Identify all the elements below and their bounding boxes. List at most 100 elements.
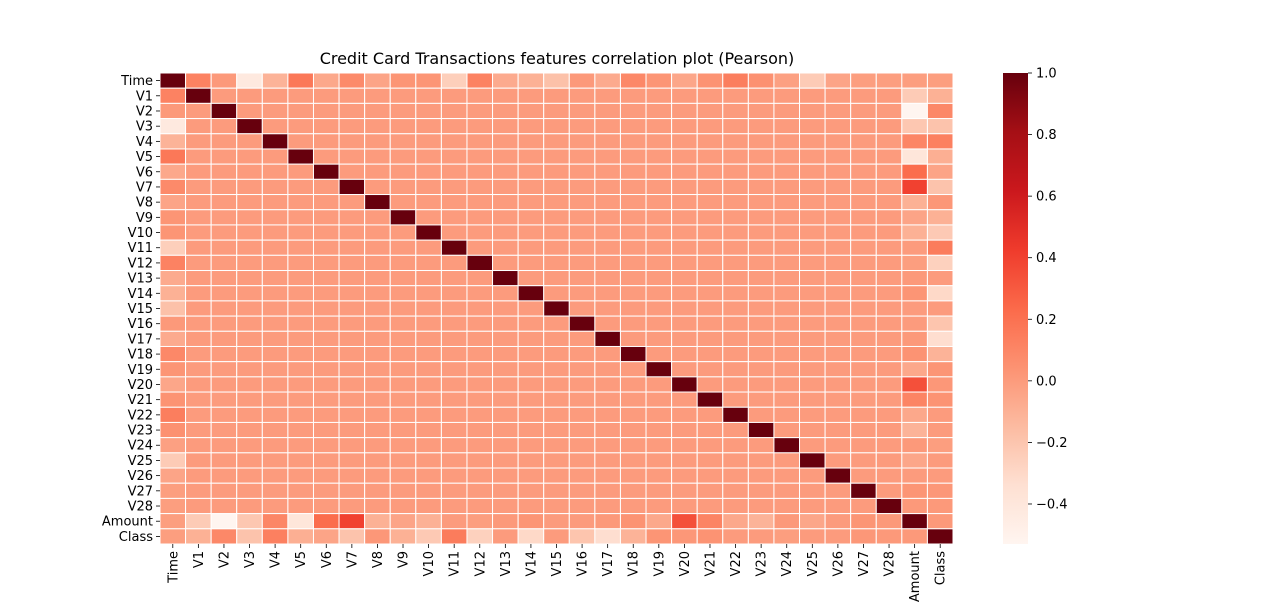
heatmap-cell: [312, 163, 340, 180]
heatmap-cell: [747, 270, 775, 287]
heatmap-cell: [415, 528, 442, 545]
heatmap-cell: [517, 300, 545, 317]
heatmap-cell: [338, 194, 366, 211]
heatmap-cell: [799, 482, 826, 499]
heatmap-cell: [440, 497, 468, 515]
heatmap-cell: [543, 87, 570, 104]
heatmap-cell: [466, 270, 494, 287]
heatmap-cell: [926, 300, 954, 317]
heatmap-cell: [415, 437, 442, 454]
heatmap-cell: [696, 254, 724, 272]
heatmap-cell: [261, 497, 289, 515]
heatmap-cell: [364, 497, 391, 515]
heatmap-cell: [389, 270, 417, 287]
heatmap-cell: [568, 270, 596, 287]
y-axis-tick-label: V11: [128, 241, 153, 256]
heatmap-cell: [722, 330, 749, 347]
heatmap-cell: [875, 376, 903, 393]
heatmap-cell: [901, 209, 928, 226]
heatmap-cell: [415, 209, 442, 226]
heatmap-cell: [850, 513, 877, 530]
y-axis-tick-label: V14: [128, 287, 153, 302]
heatmap-cell: [850, 528, 877, 545]
heatmap-cell: [901, 452, 928, 469]
heatmap-cell: [287, 497, 314, 515]
heatmap-cell: [159, 406, 187, 423]
heatmap-cell: [671, 513, 698, 530]
heatmap-cell: [824, 270, 852, 287]
heatmap-cell: [722, 315, 749, 332]
heatmap-cell: [671, 224, 698, 241]
heatmap-cell: [696, 482, 724, 499]
heatmap-cell: [466, 163, 494, 180]
heatmap-cell: [824, 391, 852, 408]
heatmap-cell: [543, 148, 570, 165]
heatmap-cell: [722, 497, 749, 515]
heatmap-cell: [389, 178, 417, 196]
heatmap-cell: [850, 102, 877, 120]
heatmap-cell: [824, 163, 852, 180]
y-axis-tick-label: V6: [136, 165, 153, 180]
heatmap-cell: [338, 133, 366, 150]
heatmap-cell: [287, 133, 314, 150]
heatmap-cell: [287, 178, 314, 196]
heatmap-cell: [210, 178, 238, 196]
heatmap-cell: [696, 209, 724, 226]
heatmap-cell: [696, 376, 724, 393]
heatmap-cell: [875, 513, 903, 530]
heatmap-cell: [287, 194, 314, 211]
heatmap-cell: [619, 437, 647, 454]
heatmap-cell: [338, 148, 366, 165]
heatmap-cell: [185, 133, 212, 150]
heatmap-cell: [236, 345, 263, 363]
x-axis-tick-label: V21: [703, 551, 718, 576]
heatmap-cell: [236, 87, 263, 104]
heatmap-cell: [773, 285, 801, 302]
heatmap-cell: [594, 87, 621, 104]
heatmap-cell: [287, 148, 314, 165]
heatmap-cell: [543, 239, 570, 256]
heatmap-cell: [338, 376, 366, 393]
heatmap-cell: [312, 270, 340, 287]
heatmap-cell: [261, 133, 289, 150]
heatmap-cell: [338, 497, 366, 515]
heatmap-cell: [773, 528, 801, 545]
heatmap-cell: [159, 224, 187, 241]
heatmap-cell: [159, 391, 187, 408]
heatmap-cell: [236, 102, 263, 120]
heatmap-cell: [389, 102, 417, 120]
heatmap-cell: [185, 391, 212, 408]
heatmap-cell: [236, 376, 263, 393]
heatmap-cell: [747, 528, 775, 545]
x-axis-tick-label: V3: [243, 551, 258, 568]
heatmap-cell: [747, 254, 775, 272]
heatmap-cell: [440, 437, 468, 454]
heatmap-cell: [185, 528, 212, 545]
heatmap-cell: [799, 513, 826, 530]
heatmap-cell: [364, 148, 391, 165]
heatmap-cell: [619, 315, 647, 332]
heatmap-cell: [568, 452, 596, 469]
heatmap-cell: [671, 330, 698, 347]
heatmap-cell: [645, 209, 673, 226]
heatmap-cell: [492, 270, 519, 287]
heatmap-cell: [619, 133, 647, 150]
heatmap-cell: [568, 361, 596, 378]
heatmap-cell: [773, 239, 801, 256]
heatmap-cell: [696, 270, 724, 287]
y-axis-tick-label: Time: [120, 74, 153, 89]
heatmap-cell: [185, 209, 212, 226]
heatmap-cell: [850, 300, 877, 317]
heatmap-cell: [773, 194, 801, 211]
heatmap-cell: [747, 513, 775, 530]
heatmap-cell: [850, 270, 877, 287]
heatmap-cell: [645, 224, 673, 241]
heatmap-cell: [415, 133, 442, 150]
heatmap-cell: [747, 285, 775, 302]
heatmap-cell: [185, 270, 212, 287]
heatmap-cell: [619, 194, 647, 211]
heatmap-cell: [159, 148, 187, 165]
heatmap-cell: [312, 497, 340, 515]
heatmap-cell: [210, 528, 238, 545]
heatmap-cell: [492, 178, 519, 196]
